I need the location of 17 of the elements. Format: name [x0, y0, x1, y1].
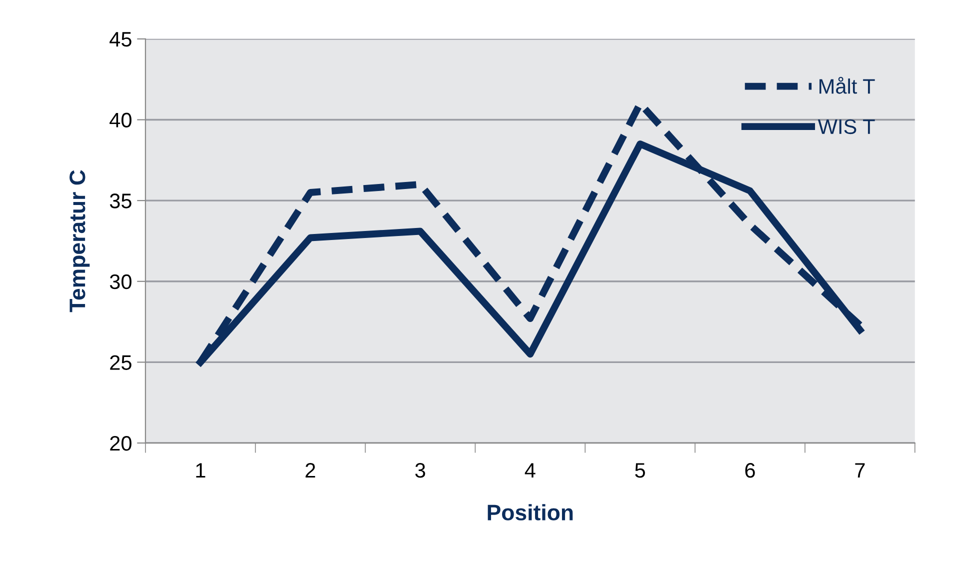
- x-tick-label: 1: [196, 463, 206, 478]
- x-tick-label: 5: [635, 463, 646, 478]
- y-tick-label: 35: [110, 194, 132, 208]
- y-tick-label: 20: [110, 436, 132, 451]
- x-tick-label: 2: [306, 463, 316, 478]
- x-tick-label: 3: [415, 463, 426, 478]
- y-tick-label: 45: [110, 32, 132, 47]
- y-tick-label: 30: [110, 274, 132, 290]
- y-axis-title: Temperatur C: [70, 170, 90, 312]
- legend-label: Målt T: [820, 76, 875, 94]
- y-tick-label: 40: [110, 112, 132, 128]
- legend-label: WIS T: [818, 119, 875, 134]
- x-tick-label: 7: [855, 463, 865, 478]
- y-tick-label: 25: [110, 355, 132, 370]
- x-tick-label: 4: [524, 463, 536, 478]
- x-axis-title: Position: [488, 504, 573, 520]
- x-tick-label: 6: [745, 463, 755, 478]
